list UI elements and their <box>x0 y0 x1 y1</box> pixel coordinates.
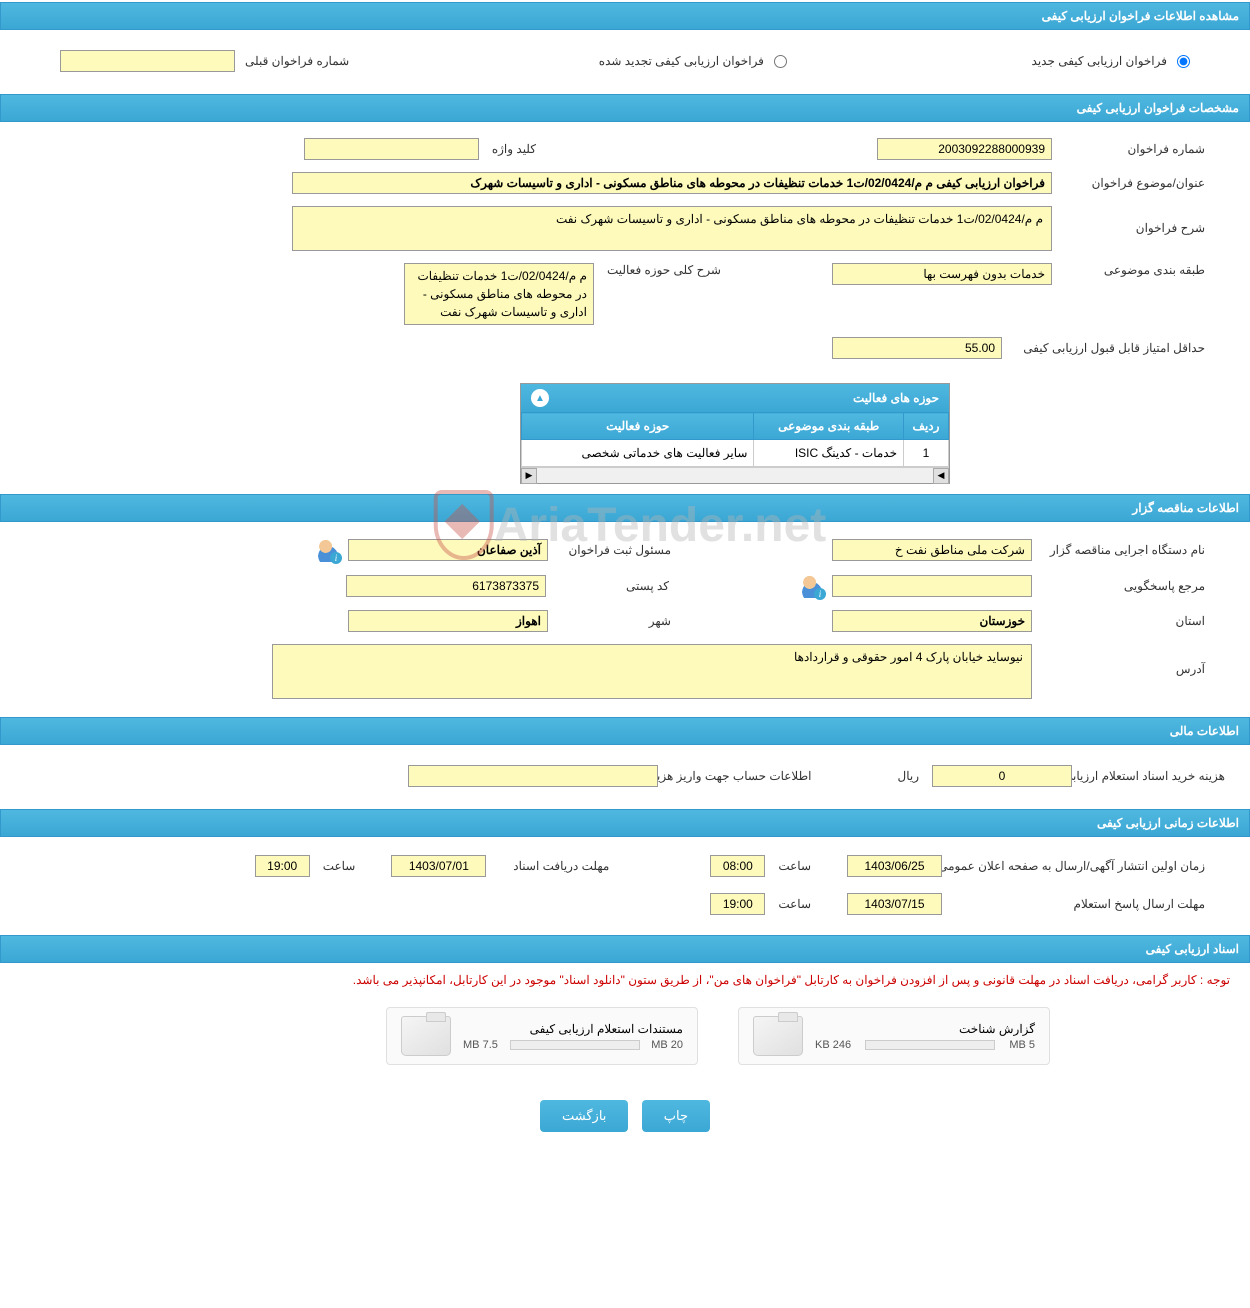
prev-call-group: شماره فراخوان قبلی <box>60 50 354 72</box>
call-no-label: شماره فراخوان <box>1060 142 1210 156</box>
cost-label: هزینه خرید اسناد استعلام ارزیابی کیفی <box>1080 768 1230 785</box>
prev-call-label: شماره فراخوان قبلی <box>240 54 354 68</box>
province-label: استان <box>1040 614 1210 628</box>
doc-eval-progress <box>510 1040 640 1050</box>
response-date: 1403/07/15 <box>847 893 942 915</box>
call-no-value: 2003092288000939 <box>877 138 1052 160</box>
subject-value: فراخوان ارزیابی کیفی م م/02/0424/ت1 خدما… <box>292 172 1052 194</box>
radio-renewed-group: فراخوان ارزیابی کیفی تجدید شده <box>594 54 787 68</box>
folder-icon <box>753 1016 803 1056</box>
keyword-label: کلید واژه <box>487 142 541 156</box>
cost-value: 0 <box>932 765 1072 787</box>
table-row: 1 خدمات - کدینگ ISIC سایر فعالیت های خدم… <box>522 440 949 467</box>
cell-scope: سایر فعالیت های خدماتی شخصی <box>522 440 754 467</box>
publish-label: زمان اولین انتشار آگهی/ارسال به صفحه اعل… <box>950 859 1210 873</box>
org-value: شرکت ملی مناطق نفت خ <box>832 539 1032 561</box>
folder-icon <box>401 1016 451 1056</box>
desc-value: م م/02/0424/ت1 خدمات تنظیفات در محوطه ها… <box>292 206 1052 251</box>
scroll-bar[interactable]: ◀ ▶ <box>521 467 949 483</box>
category-value: خدمات بدون فهرست بها <box>832 263 1052 285</box>
response-label: مهلت ارسال پاسخ استعلام <box>950 897 1210 911</box>
currency-label: ریال <box>892 769 924 783</box>
radio-new-label: فراخوان ارزیابی کیفی جدید <box>1027 54 1172 68</box>
city-label: شهر <box>556 614 676 628</box>
radio-renewed[interactable] <box>774 55 787 68</box>
doc-eval-title: مستندات استعلام ارزیابی کیفی <box>463 1022 683 1036</box>
radio-new-group: فراخوان ارزیابی کیفی جدید <box>1027 54 1190 68</box>
activity-header: حوزه های فعالیت ▲ <box>521 384 949 412</box>
activity-table: ردیف طبقه بندی موضوعی حوزه فعالیت 1 خدما… <box>521 412 949 467</box>
radio-new[interactable] <box>1177 55 1190 68</box>
doc-evaluation[interactable]: مستندات استعلام ارزیابی کیفی 20 MB 7.5 M… <box>386 1007 698 1065</box>
collapse-icon[interactable]: ▲ <box>531 389 549 407</box>
province-value: خوزستان <box>832 610 1032 632</box>
scope-label: شرح کلی حوزه فعالیت <box>602 263 726 277</box>
subject-label: عنوان/موضوع فراخوان <box>1060 176 1210 190</box>
docs-row: گزارش شناخت 5 MB 246 KB مستندات استعلام … <box>0 997 1250 1075</box>
address-value: نیوساید خیابان پارک 4 امور حقوقی و قرارد… <box>272 644 1032 699</box>
address-label: آدرس <box>1040 644 1210 676</box>
activity-panel: حوزه های فعالیت ▲ ردیف طبقه بندی موضوعی … <box>520 383 950 484</box>
back-button[interactable]: بازگشت <box>540 1100 628 1132</box>
col-category: طبقه بندی موضوعی <box>754 413 904 440</box>
timing-header: اطلاعات زمانی ارزیابی کیفی <box>0 809 1250 837</box>
min-score-label: حداقل امتیاز قابل قبول ارزیابی کیفی <box>1010 341 1210 355</box>
hour-label-2: ساعت <box>318 859 361 873</box>
print-button[interactable]: چاپ <box>642 1100 710 1132</box>
hour-label-3: ساعت <box>773 897 816 911</box>
cell-category: خدمات - کدینگ ISIC <box>754 440 904 467</box>
col-scope: حوزه فعالیت <box>522 413 754 440</box>
publish-time: 08:00 <box>710 855 765 877</box>
category-label: طبقه بندی موضوعی <box>1060 263 1210 277</box>
doc-report-progress <box>865 1040 995 1050</box>
scroll-right-icon[interactable]: ▶ <box>521 468 537 484</box>
publish-date: 1403/06/25 <box>847 855 942 877</box>
scope-value: م م/02/0424/ت1 خدمات تنظیفات در محوطه ها… <box>404 263 594 325</box>
notice-text: توجه : کاربر گرامی، دریافت اسناد در مهلت… <box>0 963 1250 997</box>
activity-title: حوزه های فعالیت <box>853 391 939 405</box>
doc-report-title: گزارش شناخت <box>815 1022 1035 1036</box>
user-icon[interactable] <box>316 538 340 562</box>
response-time: 19:00 <box>710 893 765 915</box>
city-value: اهواز <box>348 610 548 632</box>
deadline-time: 19:00 <box>255 855 310 877</box>
user-icon[interactable] <box>800 574 824 598</box>
account-label: اطلاعات حساب جهت واریز هزینه خرید اسناد <box>666 768 816 785</box>
call-type-row: فراخوان ارزیابی کیفی جدید فراخوان ارزیاب… <box>0 30 1250 92</box>
postal-label: کد پستی <box>554 579 674 593</box>
docs-header: اسناد ارزیابی کیفی <box>0 935 1250 963</box>
doc-report-used: 246 KB <box>815 1039 851 1051</box>
page-title: مشاهده اطلاعات فراخوان ارزیابی کیفی <box>0 2 1250 30</box>
hour-label-1: ساعت <box>773 859 816 873</box>
button-row: چاپ بازگشت <box>0 1075 1250 1157</box>
scroll-left-icon[interactable]: ◀ <box>933 468 949 484</box>
desc-label: شرح فراخوان <box>1060 206 1210 235</box>
reg-value: آذین صفاعان <box>348 539 548 561</box>
postal-value: 6173873375 <box>346 575 546 597</box>
doc-report-max: 5 MB <box>1009 1039 1035 1051</box>
keyword-field <box>304 138 479 160</box>
account-value <box>408 765 658 787</box>
col-row: ردیف <box>904 413 949 440</box>
doc-eval-max: 20 MB <box>651 1039 683 1051</box>
ref-value <box>832 575 1032 597</box>
cell-n: 1 <box>904 440 949 467</box>
financial-header: اطلاعات مالی <box>0 717 1250 745</box>
org-label: نام دستگاه اجرایی مناقصه گزار <box>1040 543 1210 557</box>
ref-label: مرجع پاسخگویی <box>1040 579 1210 593</box>
doc-eval-used: 7.5 MB <box>463 1039 498 1051</box>
reg-label: مسئول ثبت فراخوان <box>556 543 676 557</box>
radio-renewed-label: فراخوان ارزیابی کیفی تجدید شده <box>594 54 769 68</box>
doc-report[interactable]: گزارش شناخت 5 MB 246 KB <box>738 1007 1050 1065</box>
spec-header: مشخصات فراخوان ارزیابی کیفی <box>0 94 1250 122</box>
deadline-label: مهلت دریافت اسناد <box>494 859 614 873</box>
prev-call-field <box>60 50 235 72</box>
min-score-value: 55.00 <box>832 337 1002 359</box>
organizer-header: اطلاعات مناقصه گزار <box>0 494 1250 522</box>
deadline-date: 1403/07/01 <box>391 855 486 877</box>
